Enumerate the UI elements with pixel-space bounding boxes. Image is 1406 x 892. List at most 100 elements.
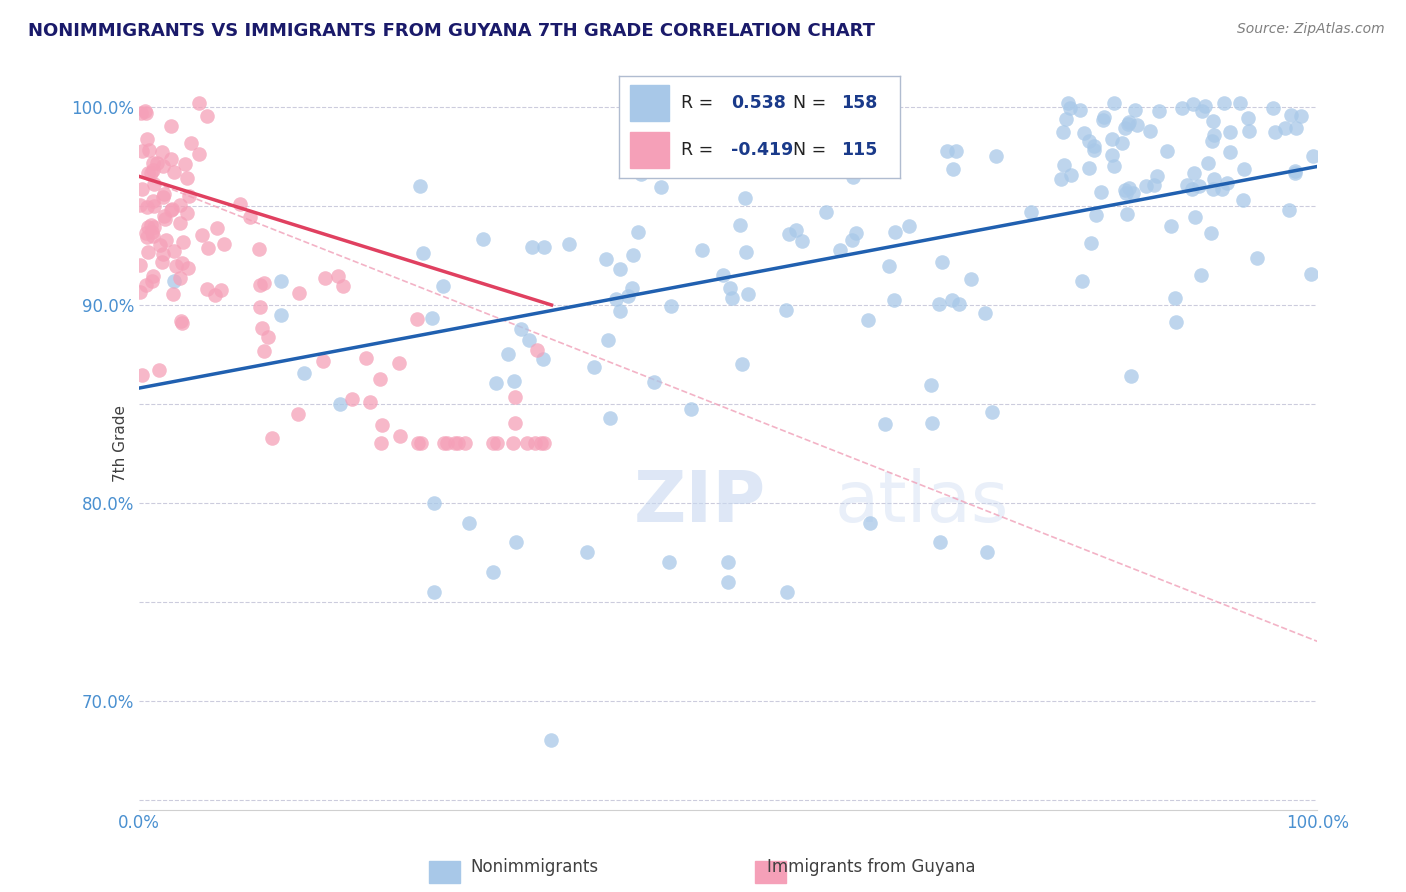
Point <box>152 159 174 173</box>
Point <box>503 416 526 430</box>
Point <box>1060 168 1083 182</box>
Point <box>1052 124 1074 138</box>
Point <box>1101 132 1123 146</box>
Point <box>1070 274 1092 288</box>
Point <box>1284 164 1306 178</box>
Point <box>205 221 228 235</box>
Point <box>136 166 159 180</box>
Point <box>1069 103 1091 117</box>
Point <box>406 311 429 326</box>
Point <box>131 182 153 196</box>
Point <box>1170 101 1192 115</box>
Point <box>176 206 198 220</box>
Point <box>359 394 381 409</box>
Point <box>142 268 165 283</box>
Point <box>616 289 638 303</box>
Text: NONIMMIGRANTS VS IMMIGRANTS FROM GUYANA 7TH GRADE CORRELATION CHART: NONIMMIGRANTS VS IMMIGRANTS FROM GUYANA … <box>28 22 875 40</box>
Point <box>717 574 740 589</box>
Point <box>830 243 852 257</box>
Text: Source: ZipAtlas.com: Source: ZipAtlas.com <box>1237 22 1385 37</box>
Point <box>136 244 159 259</box>
Point <box>146 156 169 170</box>
Point <box>129 258 152 272</box>
Point <box>1189 268 1212 282</box>
Point <box>136 219 159 234</box>
Bar <box>630 85 669 121</box>
Point <box>1056 96 1078 111</box>
Point <box>214 236 236 251</box>
Point <box>650 180 672 194</box>
Text: N =: N = <box>793 94 832 112</box>
Point <box>505 535 527 549</box>
Point <box>1219 125 1241 139</box>
Point <box>153 211 176 226</box>
Point <box>728 219 751 233</box>
Point <box>1184 210 1206 224</box>
Point <box>481 565 503 579</box>
Point <box>575 545 598 559</box>
Point <box>1246 252 1268 266</box>
Point <box>785 222 807 236</box>
Point <box>778 227 800 241</box>
Point <box>630 167 652 181</box>
Point <box>883 293 905 307</box>
Point <box>737 287 759 301</box>
Point <box>197 241 219 255</box>
Point <box>981 405 1004 419</box>
Point <box>620 281 643 295</box>
Point <box>690 244 713 258</box>
Point <box>928 297 950 311</box>
Point <box>173 157 195 171</box>
Point <box>941 293 963 307</box>
Point <box>149 238 172 252</box>
Point <box>1139 124 1161 138</box>
Point <box>621 248 644 262</box>
Point <box>252 321 274 335</box>
Point <box>627 226 650 240</box>
Point <box>718 280 741 294</box>
Point <box>153 186 176 201</box>
Point <box>609 303 631 318</box>
Point <box>1216 177 1239 191</box>
Point <box>1213 96 1236 111</box>
Point <box>131 368 153 382</box>
Point <box>388 429 411 443</box>
Point <box>558 236 581 251</box>
Point <box>1239 123 1261 137</box>
Text: R =: R = <box>681 141 718 159</box>
Point <box>984 149 1007 163</box>
Bar <box>630 132 669 168</box>
Point <box>129 285 152 299</box>
Point <box>453 436 475 450</box>
Point <box>734 191 756 205</box>
Point <box>332 279 354 293</box>
Point <box>1156 144 1178 158</box>
Point <box>136 132 159 146</box>
Point <box>929 535 952 549</box>
Point <box>1123 103 1146 118</box>
Point <box>134 104 156 119</box>
Point <box>169 270 191 285</box>
Point <box>249 278 271 293</box>
Point <box>1229 96 1251 111</box>
Point <box>159 119 181 133</box>
Point <box>311 354 333 368</box>
Point <box>142 199 165 213</box>
Point <box>540 733 562 747</box>
Point <box>1175 178 1198 192</box>
Point <box>135 105 157 120</box>
Point <box>814 205 837 219</box>
Point <box>195 109 218 123</box>
Point <box>1077 134 1099 148</box>
Point <box>270 308 292 322</box>
Point <box>1181 97 1204 112</box>
Point <box>1166 315 1188 329</box>
Point <box>609 262 631 277</box>
Text: atlas: atlas <box>834 467 1008 537</box>
Point <box>1019 205 1042 219</box>
Point <box>1194 99 1216 113</box>
Point <box>169 216 191 230</box>
Point <box>152 247 174 261</box>
Point <box>1211 182 1233 196</box>
Point <box>1181 182 1204 196</box>
